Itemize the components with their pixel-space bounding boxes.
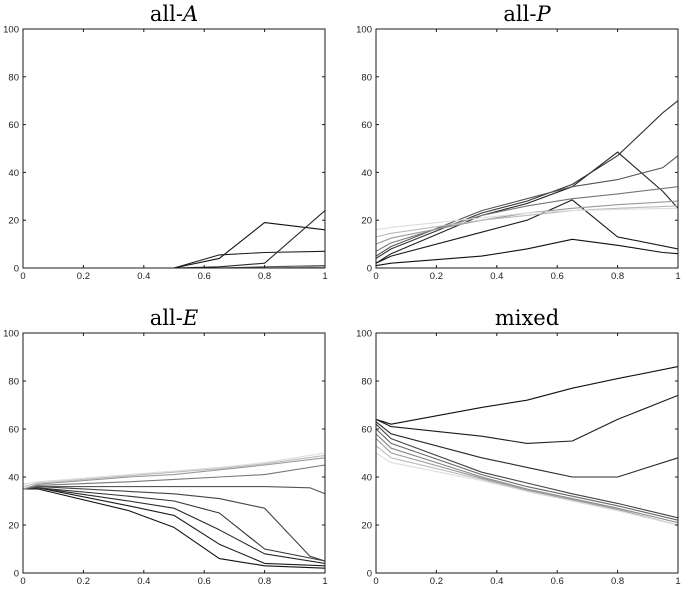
series-line-5 [22, 486, 326, 562]
y-tick-label: 80 [8, 72, 19, 83]
y-tick-label: 60 [8, 425, 19, 436]
panel-all-a: all-A 0 0.2 0.4 0.6 0.8 1 0 20 40 60 80 100 [3, 2, 328, 282]
y-tick-label: 20 [361, 216, 372, 227]
series-line-9 [375, 452, 679, 526]
series-line-5 [375, 155, 679, 257]
panel-title-variable: A [181, 2, 198, 26]
x-tick-label: 0 [20, 271, 25, 282]
x-tick-label: 0.6 [551, 271, 564, 282]
series-line-3 [375, 151, 679, 264]
y-tick-label: 0 [367, 264, 372, 275]
plot-frame [22, 332, 326, 574]
x-tick-label: 0.8 [611, 271, 624, 282]
series-line-2 [23, 250, 326, 269]
y-tick-label: 0 [14, 569, 19, 580]
series-line-4 [375, 423, 679, 519]
panel-title-variable: P [535, 2, 551, 26]
x-tick-label: 0.2 [430, 576, 443, 587]
x-tick-label: 0.4 [137, 271, 150, 282]
series-line-6 [22, 486, 326, 495]
series-line-4 [22, 487, 326, 562]
panel-title-prefix: all- [503, 2, 536, 26]
series-line-9 [375, 207, 679, 231]
y-tick-label: 40 [361, 473, 372, 484]
panel-title-prefix: all- [150, 306, 183, 330]
y-tick-label: 60 [361, 425, 372, 436]
series-line-6 [375, 433, 679, 524]
x-tick-label: 0.6 [198, 576, 211, 587]
series-line-2 [22, 487, 326, 567]
y-tick-label: 80 [361, 377, 372, 388]
x-tick-label: 0.6 [551, 576, 564, 587]
plot-frame [22, 28, 326, 269]
series-line-6 [375, 186, 679, 252]
panel-title-prefix: mixed [495, 306, 559, 330]
panel-title: all-P [503, 2, 551, 26]
y-tick-label: 100 [3, 329, 19, 340]
x-tick-label: 0.4 [490, 271, 503, 282]
panel-all-p: all-P 0 0.2 0.4 0.6 0.8 1 0 20 40 60 80 100 [356, 2, 681, 282]
series-line-9 [22, 454, 326, 488]
series-line-8 [22, 457, 326, 490]
series-line-5 [375, 428, 679, 521]
series-line-3 [375, 421, 679, 478]
x-tick-label: 0.8 [258, 271, 271, 282]
y-tick-label: 60 [8, 120, 19, 131]
x-tick-label: 0.2 [77, 271, 90, 282]
panel-all-e: all-E 0 0.2 0.4 0.6 0.8 1 0 20 40 60 80 100 [3, 306, 328, 587]
x-tick-label: 0.4 [490, 576, 503, 587]
y-tick-label: 100 [3, 25, 19, 36]
y-tick-label: 0 [367, 569, 372, 580]
y-tick-label: 80 [361, 72, 372, 83]
series-line-1 [23, 488, 326, 569]
x-tick-label: 0 [373, 271, 378, 282]
x-tick-label: 0.6 [198, 271, 211, 282]
x-tick-label: 0.4 [137, 576, 150, 587]
panel-mixed: mixed 0 0.2 0.4 0.6 0.8 1 0 20 40 60 80 100 [356, 306, 681, 587]
y-tick-label: 20 [8, 521, 19, 532]
y-tick-label: 20 [8, 216, 19, 227]
series-line-3 [23, 210, 326, 269]
x-tick-label: 0.2 [430, 271, 443, 282]
x-tick-label: 1 [675, 271, 680, 282]
y-tick-label: 20 [361, 521, 372, 532]
y-tick-label: 100 [356, 25, 372, 36]
y-tick-label: 60 [361, 120, 372, 131]
series-line-1 [375, 238, 679, 267]
y-tick-label: 40 [361, 168, 372, 179]
panel-title: all-E [150, 306, 198, 330]
plot-frame [375, 28, 679, 269]
x-tick-label: 0.8 [611, 576, 624, 587]
series-line-2 [375, 199, 679, 264]
panel-title: all-A [150, 2, 198, 26]
series-line-8 [375, 205, 679, 238]
x-tick-label: 1 [675, 576, 680, 587]
x-tick-label: 0.2 [77, 576, 90, 587]
series-line-7 [22, 464, 326, 490]
series-line-2 [375, 394, 679, 444]
x-tick-label: 1 [322, 576, 327, 587]
y-tick-label: 100 [356, 329, 372, 340]
plot-frame [375, 332, 679, 574]
series-line-1 [23, 222, 326, 269]
y-tick-label: 0 [14, 264, 19, 275]
x-tick-label: 0 [20, 576, 25, 587]
panel-title-variable: E [182, 306, 198, 330]
series-line-1 [375, 366, 679, 425]
y-tick-label: 40 [8, 168, 19, 179]
panel-title: mixed [495, 306, 559, 330]
panel-title-prefix: all- [150, 2, 183, 26]
y-tick-label: 80 [8, 377, 19, 388]
x-tick-label: 1 [322, 271, 327, 282]
x-tick-label: 0.8 [258, 576, 271, 587]
series-line-7 [375, 438, 679, 526]
series-line-10 [22, 452, 326, 485]
x-tick-label: 0 [373, 576, 378, 587]
y-tick-label: 40 [8, 473, 19, 484]
